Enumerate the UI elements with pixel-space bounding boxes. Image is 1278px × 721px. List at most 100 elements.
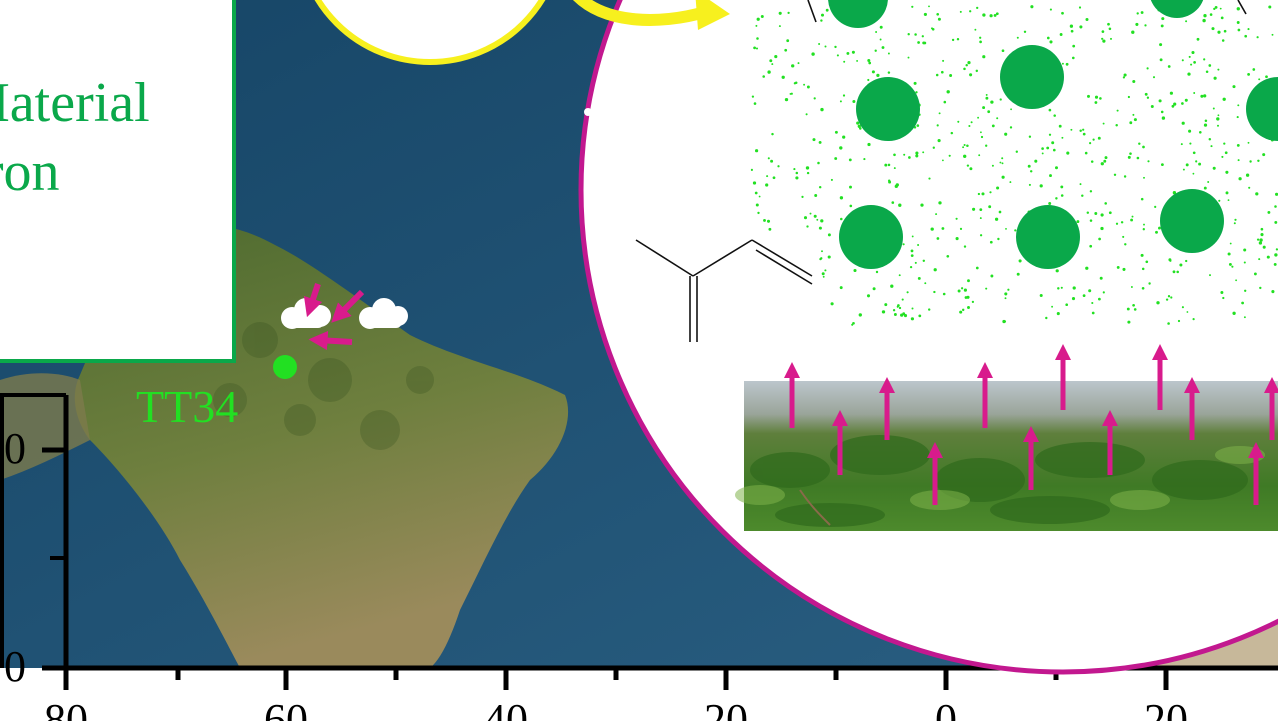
small-particle (1170, 296, 1173, 299)
small-particle (963, 143, 966, 147)
small-particle (1217, 30, 1221, 34)
small-particle (1009, 126, 1013, 129)
small-particle (908, 156, 911, 159)
small-particle (1203, 186, 1207, 190)
small-particle (963, 245, 967, 248)
small-particle (1214, 6, 1218, 9)
small-particle (960, 287, 964, 290)
small-particle (907, 56, 910, 59)
small-particle (982, 55, 986, 59)
small-particle (1158, 226, 1161, 230)
small-particle (774, 55, 778, 59)
small-particle (1115, 124, 1118, 127)
small-particle (758, 195, 761, 198)
small-particle (1217, 114, 1220, 117)
small-particle (1155, 230, 1158, 234)
small-particle (755, 149, 759, 153)
small-particle (910, 317, 915, 321)
small-particle (1122, 235, 1125, 238)
small-particle (1232, 311, 1236, 315)
small-particle (1275, 192, 1278, 196)
small-particle (753, 46, 756, 50)
small-particle (959, 10, 962, 13)
small-particle (932, 146, 935, 149)
small-particle (1150, 105, 1154, 108)
small-particle (990, 100, 994, 104)
small-particle (988, 205, 992, 209)
small-particle (1181, 306, 1184, 309)
small-particle (1085, 17, 1089, 22)
small-particle (1199, 131, 1202, 134)
small-particle (821, 272, 825, 276)
small-particle (942, 159, 944, 162)
small-particle (874, 49, 877, 52)
small-particle (1052, 148, 1056, 152)
small-particle (806, 225, 809, 228)
small-particle (1113, 173, 1117, 176)
small-particle (839, 146, 843, 150)
small-particle (1089, 219, 1093, 222)
small-particle (1237, 104, 1240, 107)
small-particle (1059, 33, 1063, 36)
small-particle (771, 132, 774, 136)
small-particle (768, 227, 772, 231)
small-particle (1236, 116, 1239, 119)
small-particle (1129, 121, 1133, 125)
x-tick-label: 80 (44, 695, 88, 721)
small-particle (1222, 296, 1225, 300)
small-particle (1266, 255, 1270, 259)
small-particle (917, 41, 920, 44)
small-particle (922, 151, 925, 154)
small-particle (818, 43, 821, 45)
small-particle (1104, 156, 1108, 160)
small-particle (1041, 152, 1044, 155)
small-particle (1171, 104, 1175, 108)
small-particle (964, 296, 968, 299)
small-particle (985, 144, 988, 147)
small-particle (1048, 202, 1052, 205)
small-particle (1123, 73, 1127, 77)
small-particle (923, 12, 927, 16)
small-particle (1023, 30, 1027, 33)
small-particle (786, 39, 790, 43)
small-particle (1185, 163, 1189, 167)
small-particle (805, 166, 810, 170)
small-particle (1092, 138, 1095, 141)
small-particle (830, 178, 833, 181)
small-particle (1160, 163, 1164, 167)
small-particle (1165, 298, 1169, 301)
small-particle (812, 138, 816, 142)
small-particle (868, 61, 872, 65)
small-particle (767, 70, 771, 74)
small-particle (887, 163, 891, 167)
small-particle (898, 306, 902, 310)
small-particle (1258, 78, 1261, 81)
aerosol-particles (828, 0, 1278, 269)
small-particle (1051, 141, 1055, 145)
small-particle (1192, 172, 1195, 175)
x-tick-label: 0 (935, 695, 957, 721)
small-particle (1131, 30, 1135, 34)
small-particle (1180, 143, 1183, 146)
small-particle (1004, 292, 1008, 296)
small-particle (1193, 61, 1196, 64)
small-particle (1029, 170, 1033, 173)
small-particle (1145, 260, 1149, 264)
small-particle (876, 73, 880, 78)
small-particle (1213, 76, 1217, 80)
small-particle (931, 28, 935, 31)
small-particle (1225, 170, 1229, 174)
small-particle (806, 85, 810, 89)
small-particle (1192, 151, 1196, 155)
small-particle (1122, 267, 1126, 271)
small-particle (1136, 156, 1140, 160)
small-particle (928, 5, 930, 8)
small-particle (951, 38, 955, 42)
small-particle (936, 237, 940, 240)
small-particle (1188, 55, 1191, 58)
small-particle (887, 179, 891, 182)
small-particle (1103, 159, 1107, 163)
small-particle (991, 164, 994, 167)
small-particle (1138, 142, 1141, 145)
small-particle (1060, 194, 1064, 197)
